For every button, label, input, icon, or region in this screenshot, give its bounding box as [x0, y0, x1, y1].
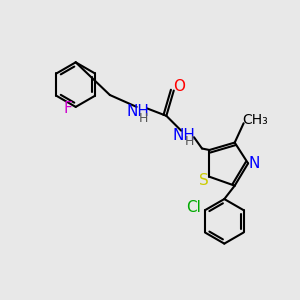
Text: O: O — [173, 80, 185, 94]
Text: F: F — [64, 101, 73, 116]
Text: H: H — [139, 112, 148, 125]
Text: CH₃: CH₃ — [242, 113, 268, 127]
Text: NH: NH — [127, 104, 149, 119]
Text: NH: NH — [173, 128, 196, 142]
Text: N: N — [249, 156, 260, 171]
Text: S: S — [199, 173, 209, 188]
Text: Cl: Cl — [186, 200, 201, 215]
Text: H: H — [184, 135, 194, 148]
